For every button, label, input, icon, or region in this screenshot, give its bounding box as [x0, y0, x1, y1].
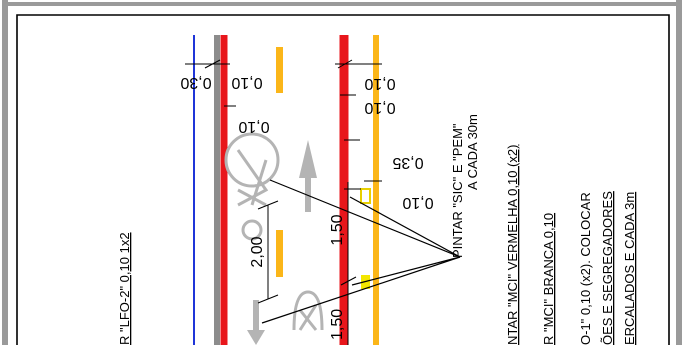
- note-sic-pem-interval: A CADA 30m: [465, 114, 480, 190]
- note-lfo2: R "LFO-2" 0,10 1x2: [117, 232, 132, 345]
- arrow-up-icon: [299, 140, 317, 212]
- note-lfo1-line1: O-1" 0,10 (x2). COLOCAR: [578, 192, 593, 345]
- note-sic-pem: PINTAR "SIC" E "PEM": [450, 123, 465, 258]
- dimension-010-d: 0,10: [364, 99, 395, 116]
- bicycle-icon: [292, 290, 324, 331]
- dimension-030: 0,30: [180, 74, 211, 91]
- dimension-010-b: 0,10: [238, 118, 269, 135]
- sic-marker: [360, 188, 371, 204]
- dimension-150-b: 1,50: [329, 309, 346, 340]
- dimension-200: 2,00: [249, 236, 266, 267]
- note-lfo1-line3: ERCALADOS E CADA 3m: [622, 192, 637, 345]
- note-mci-vermelha: NTAR "MCI" VERMELHA 0,10 (x2): [505, 145, 520, 345]
- dimension-150-a: 1,50: [329, 214, 346, 245]
- top-border-strip: [2, 2, 682, 6]
- dimension-035: 0,35: [392, 154, 423, 171]
- bicycle-icon: [224, 132, 280, 241]
- drawing-frame: [16, 14, 670, 345]
- arrow-down-icon: [247, 300, 265, 345]
- note-lfo1-line2: ÕES E SEGREGADORES: [600, 191, 615, 345]
- note-mci-branca: R "MCI" BRANCA 0,10: [541, 213, 556, 345]
- yellow-dash: [276, 230, 283, 277]
- dimension-010-a: 0,10: [231, 74, 262, 91]
- dimension-lines: [185, 59, 382, 345]
- leader-lines: [261, 179, 461, 324]
- dimension-010-c: 0,10: [364, 75, 395, 92]
- yellow-dash: [276, 47, 283, 93]
- dimension-010-e: 0,10: [402, 194, 433, 211]
- right-border-strip: [676, 0, 682, 345]
- left-border-strip: [2, 0, 8, 345]
